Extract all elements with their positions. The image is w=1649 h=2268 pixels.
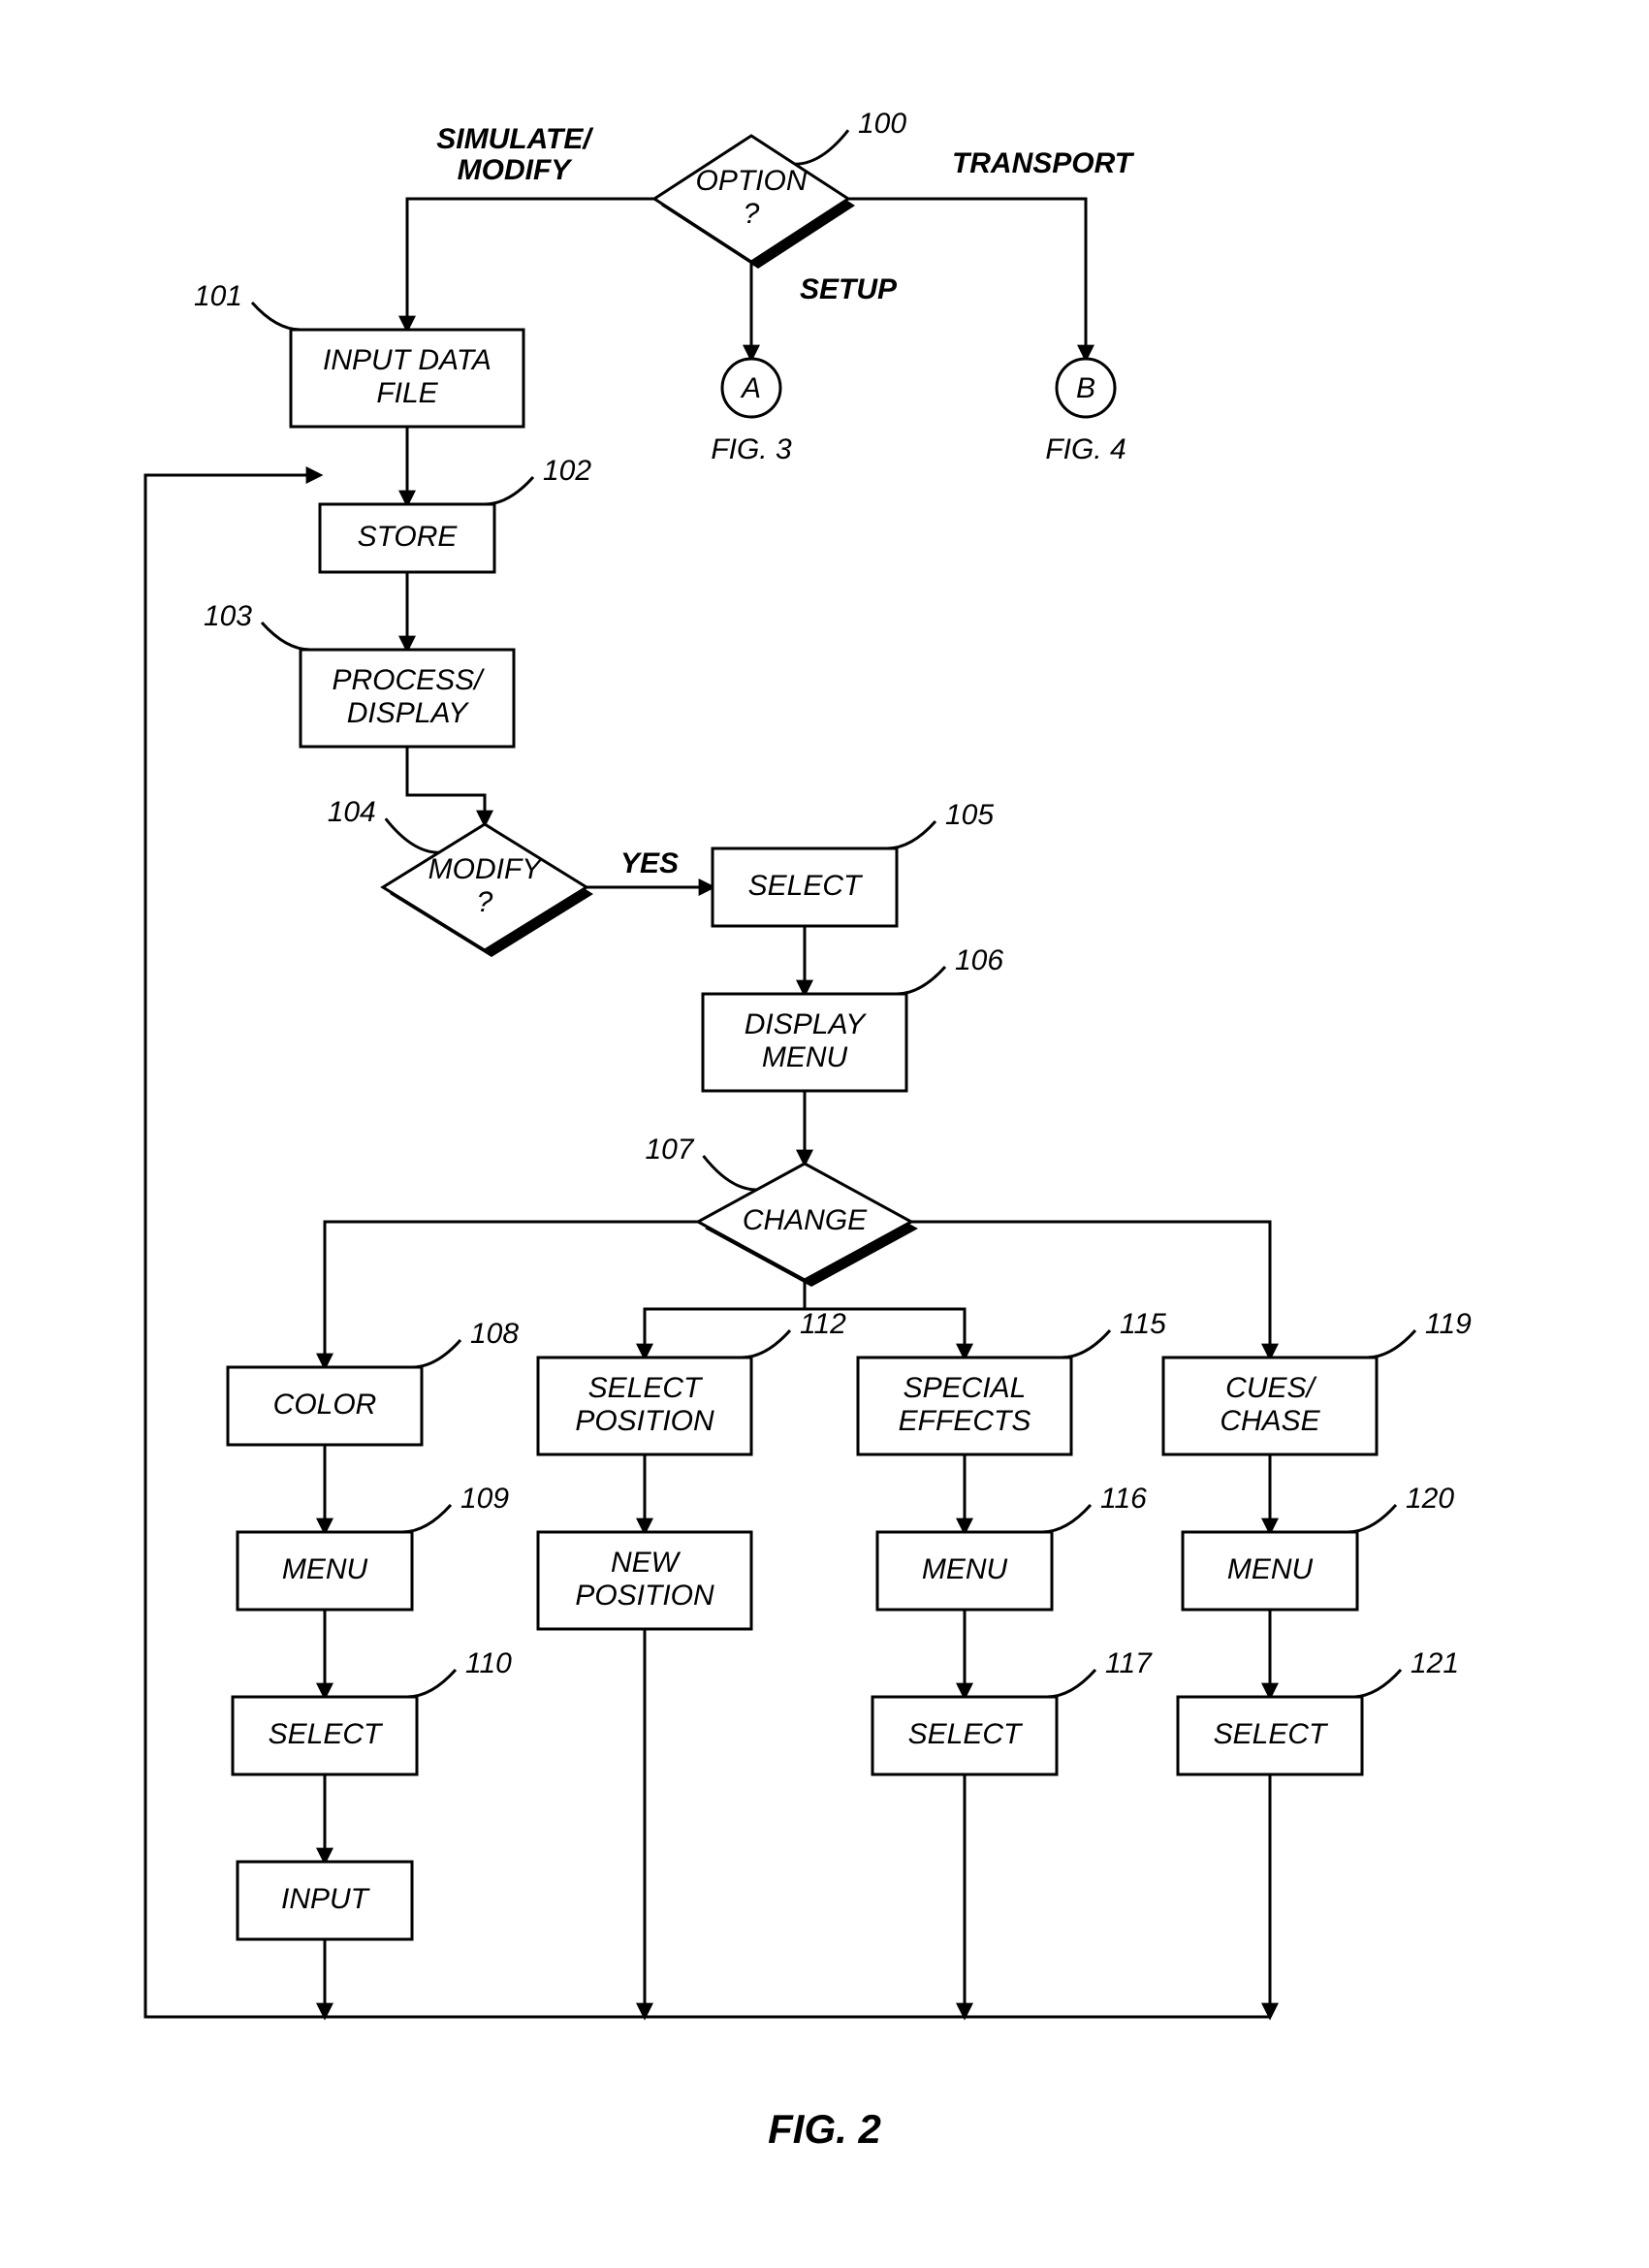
node-label: EFFECTS xyxy=(899,1405,1031,1437)
edge-label-transport: TRANSPORT xyxy=(952,147,1135,179)
svg-text:FIG. 3: FIG. 3 xyxy=(711,433,792,465)
node-label: POSITION xyxy=(575,1580,714,1612)
node-label: CHANGE xyxy=(743,1204,868,1236)
node-label: MENU xyxy=(282,1553,368,1585)
edge-label-setup: SETUP xyxy=(800,273,898,305)
ref-number: 116 xyxy=(1100,1483,1147,1515)
edge xyxy=(645,1280,805,1358)
node-label: SELECT xyxy=(269,1718,384,1750)
edge-label-yes: YES xyxy=(620,847,679,879)
node-label: CHASE xyxy=(1220,1405,1320,1437)
ref-number: 102 xyxy=(543,455,591,487)
node-label: POSITION xyxy=(575,1405,714,1437)
node-label: SELECT xyxy=(588,1372,704,1404)
ref-number: 112 xyxy=(800,1308,846,1340)
ref-number: 109 xyxy=(460,1483,509,1515)
node-label: INPUT DATA xyxy=(323,344,492,376)
node-label: COLOR xyxy=(273,1389,377,1421)
svg-text:FIG. 4: FIG. 4 xyxy=(1045,433,1126,465)
ref-number: 105 xyxy=(945,799,994,831)
ref-number: 100 xyxy=(858,108,906,140)
node-label: SELECT xyxy=(748,870,864,902)
node-label: SPECIAL xyxy=(904,1372,1027,1404)
node-label: SELECT xyxy=(908,1718,1024,1750)
ref-number: 117 xyxy=(1105,1647,1153,1679)
node-label: CUES/ xyxy=(1225,1372,1316,1404)
node-label: INPUT xyxy=(281,1883,371,1915)
svg-text:B: B xyxy=(1076,372,1095,404)
figure-title: FIG. 2 xyxy=(768,2106,881,2152)
ref-number: 119 xyxy=(1425,1308,1472,1340)
node-label: ? xyxy=(477,886,493,918)
node-label: PROCESS/ xyxy=(332,664,485,696)
ref-number: 108 xyxy=(470,1318,519,1350)
edge-label-simulate_modify: MODIFY xyxy=(458,154,574,186)
node-label: FILE xyxy=(376,377,438,409)
node-label: NEW xyxy=(611,1547,682,1579)
node-label: SELECT xyxy=(1214,1718,1329,1750)
svg-text:A: A xyxy=(740,372,761,404)
ref-number: 106 xyxy=(955,944,1003,976)
ref-number: 104 xyxy=(328,796,376,828)
node-label: MENU xyxy=(762,1041,848,1073)
edge-label-simulate_modify: SIMULATE/ xyxy=(436,123,593,155)
edge xyxy=(407,747,485,824)
ref-number: 120 xyxy=(1406,1483,1454,1515)
node-label: MODIFY xyxy=(428,853,544,885)
node-label: DISPLAY xyxy=(347,697,469,729)
edge xyxy=(407,199,654,330)
ref-number: 110 xyxy=(465,1647,512,1679)
ref-number: 121 xyxy=(1411,1647,1459,1679)
ref-number: 101 xyxy=(194,280,242,312)
node-label: MENU xyxy=(922,1553,1008,1585)
ref-number: 103 xyxy=(204,600,252,632)
node-label: ? xyxy=(744,198,760,230)
node-label: MENU xyxy=(1227,1553,1314,1585)
node-label: OPTION xyxy=(695,165,807,197)
node-label: DISPLAY xyxy=(745,1008,867,1040)
ref-number: 115 xyxy=(1120,1308,1166,1340)
ref-number: 107 xyxy=(645,1134,694,1166)
node-label: STORE xyxy=(358,521,459,553)
